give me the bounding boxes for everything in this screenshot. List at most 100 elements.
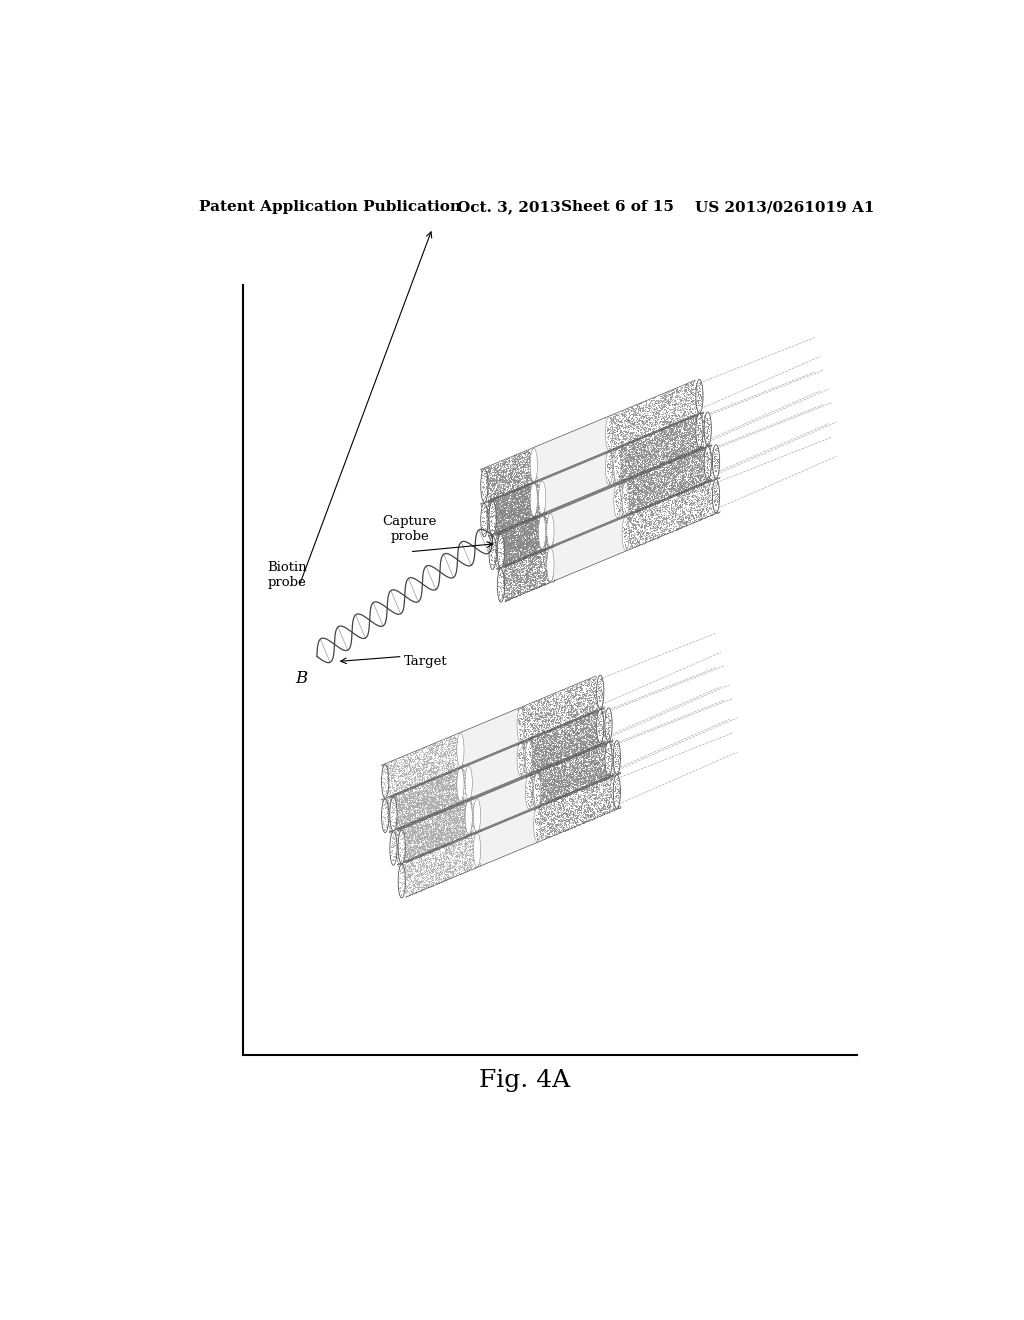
- Point: [654, 396, 671, 417]
- Point: [539, 751, 555, 772]
- Point: [450, 808, 466, 829]
- Point: [499, 544, 515, 565]
- Point: [651, 411, 668, 432]
- Point: [514, 516, 530, 537]
- Point: [599, 726, 615, 747]
- Point: [525, 475, 542, 496]
- Point: [492, 506, 508, 527]
- Point: [506, 527, 522, 548]
- Point: [588, 722, 604, 743]
- Point: [410, 866, 426, 887]
- Point: [518, 566, 535, 587]
- Point: [673, 424, 689, 445]
- Point: [643, 432, 659, 453]
- Point: [573, 696, 590, 717]
- Point: [652, 409, 669, 430]
- Point: [578, 709, 594, 730]
- Point: [641, 409, 657, 430]
- Point: [699, 471, 716, 492]
- Point: [617, 463, 634, 484]
- Point: [496, 487, 512, 508]
- Point: [398, 808, 415, 829]
- Point: [421, 770, 437, 791]
- Point: [544, 752, 560, 774]
- Point: [592, 686, 608, 708]
- Point: [522, 469, 539, 490]
- Point: [708, 453, 724, 474]
- Point: [639, 444, 655, 465]
- Point: [625, 483, 641, 504]
- Point: [415, 793, 431, 814]
- Point: [492, 494, 508, 515]
- Point: [632, 449, 648, 470]
- Point: [510, 453, 526, 474]
- Point: [631, 442, 647, 463]
- Point: [451, 795, 467, 816]
- Point: [412, 871, 428, 892]
- Point: [389, 799, 406, 820]
- Point: [691, 414, 708, 436]
- Point: [493, 535, 509, 556]
- Point: [659, 447, 676, 469]
- Point: [532, 820, 549, 841]
- Point: [421, 752, 437, 774]
- Point: [453, 818, 469, 840]
- Point: [485, 521, 502, 543]
- Point: [434, 766, 451, 787]
- Point: [494, 541, 510, 562]
- Point: [540, 755, 556, 776]
- Point: [482, 499, 499, 520]
- Point: [671, 437, 687, 458]
- Point: [523, 490, 540, 511]
- Point: [431, 829, 447, 850]
- Point: [707, 482, 723, 503]
- Point: [559, 689, 575, 710]
- Point: [532, 541, 549, 562]
- Point: [503, 546, 519, 568]
- Point: [708, 502, 724, 523]
- Point: [632, 525, 648, 546]
- Point: [524, 477, 541, 498]
- Point: [488, 492, 505, 513]
- Point: [531, 477, 548, 498]
- Point: [618, 511, 635, 532]
- Point: [579, 722, 595, 743]
- Point: [688, 486, 705, 507]
- Point: [695, 453, 712, 474]
- Point: [638, 477, 654, 498]
- Point: [506, 523, 522, 544]
- Point: [667, 449, 683, 470]
- Point: [400, 804, 417, 825]
- Point: [550, 793, 566, 814]
- Point: [417, 799, 433, 820]
- Point: [425, 767, 441, 788]
- Point: [691, 400, 708, 421]
- Point: [666, 477, 682, 498]
- Point: [689, 486, 706, 507]
- Point: [690, 421, 707, 442]
- Point: [527, 569, 544, 590]
- Point: [690, 412, 707, 433]
- Point: [640, 440, 656, 461]
- Point: [451, 861, 467, 882]
- Point: [694, 417, 711, 438]
- Point: [590, 681, 606, 702]
- Point: [380, 776, 396, 797]
- Point: [582, 750, 598, 771]
- Point: [511, 537, 527, 558]
- Point: [459, 785, 475, 807]
- Point: [406, 853, 422, 874]
- Point: [374, 801, 390, 822]
- Point: [637, 412, 653, 433]
- Point: [660, 504, 677, 525]
- Point: [389, 804, 406, 825]
- Point: [497, 453, 513, 474]
- Point: [382, 783, 398, 804]
- Point: [500, 471, 516, 492]
- Point: [597, 731, 613, 752]
- Point: [538, 503, 554, 524]
- Point: [489, 502, 506, 523]
- Point: [642, 483, 658, 504]
- Point: [474, 463, 490, 484]
- Point: [627, 478, 643, 499]
